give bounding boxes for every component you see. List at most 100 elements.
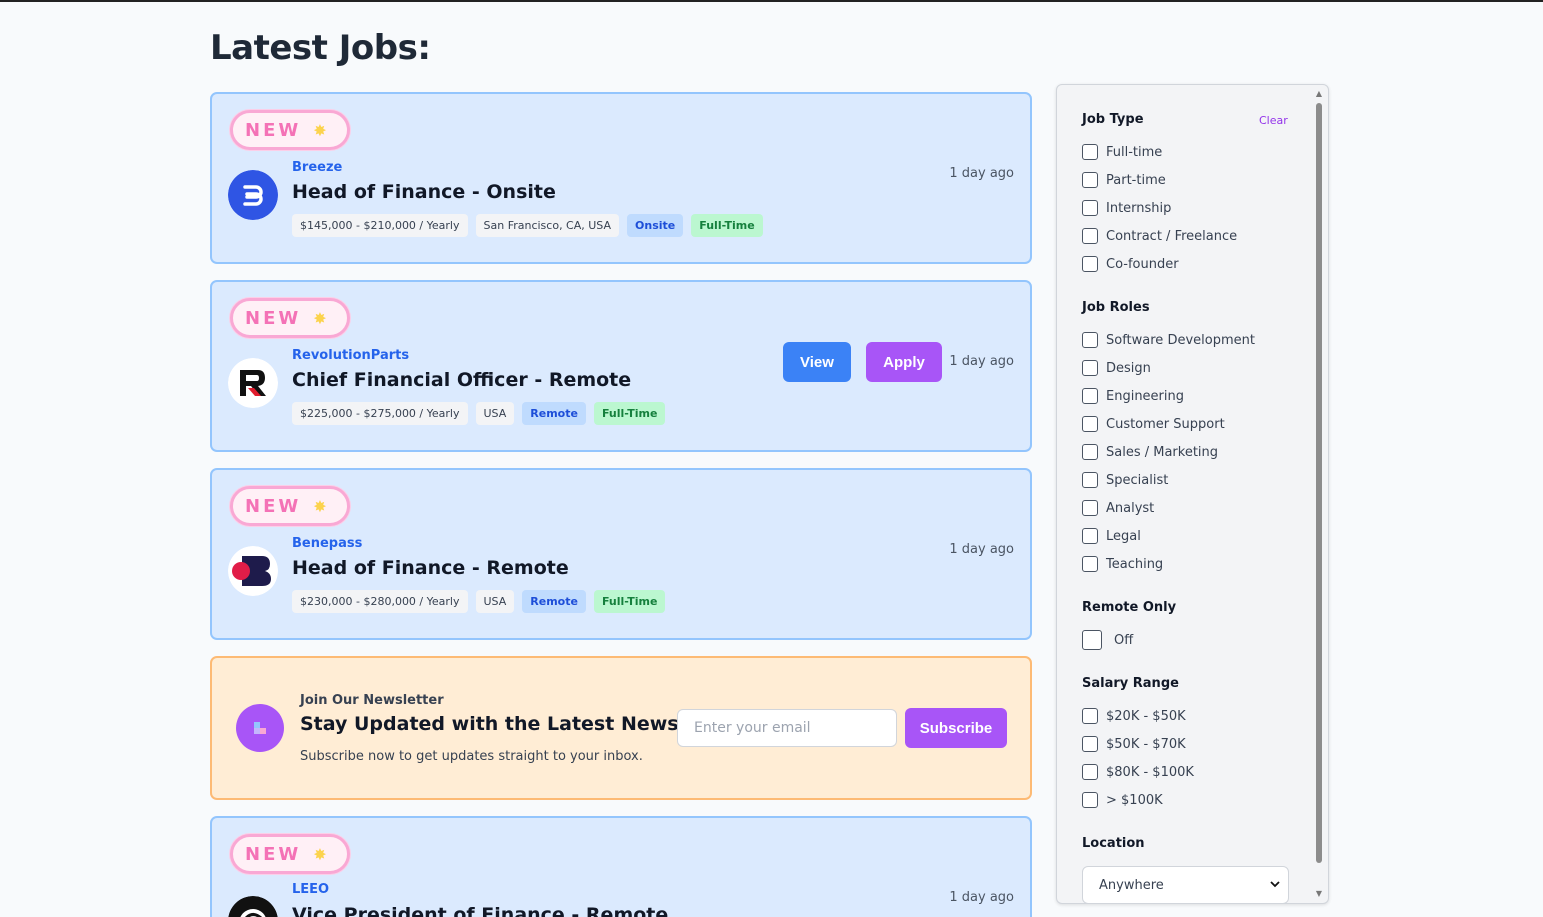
new-badge-label: NEW: [245, 307, 302, 329]
company-name[interactable]: Benepass: [292, 536, 363, 551]
newsletter-card: Join Our Newsletter Stay Updated with th…: [210, 656, 1032, 800]
new-badge-label: NEW: [245, 495, 302, 517]
apply-button[interactable]: Apply: [866, 342, 942, 382]
remote-only-toggle[interactable]: Off: [1082, 630, 1133, 650]
breeze-logo-icon: [228, 170, 278, 220]
job-title[interactable]: Head of Finance - Onsite: [292, 181, 556, 203]
new-badge: NEW ✸: [230, 486, 350, 526]
work-mode-tag: Remote: [522, 590, 586, 613]
scroll-up-icon[interactable]: ▲: [1315, 89, 1323, 98]
checkbox[interactable]: [1082, 144, 1098, 160]
filter-option[interactable]: Part-time: [1082, 172, 1166, 188]
job-type-title: Job Type: [1082, 112, 1144, 127]
checkbox[interactable]: [1082, 500, 1098, 516]
scrollbar[interactable]: ▲ ▼: [1314, 89, 1324, 899]
posted-time: 1 day ago: [949, 166, 1014, 181]
filter-option[interactable]: $80K - $100K: [1082, 764, 1194, 780]
checkbox[interactable]: [1082, 172, 1098, 188]
filter-option[interactable]: $50K - $70K: [1082, 736, 1186, 752]
company-name[interactable]: Breeze: [292, 160, 343, 175]
filter-option[interactable]: > $100K: [1082, 792, 1163, 808]
company-name[interactable]: RevolutionParts: [292, 348, 410, 363]
chevron-down-icon: [1270, 878, 1280, 893]
filter-option[interactable]: Co-founder: [1082, 256, 1179, 272]
salary-tag: $225,000 - $275,000 / Yearly: [292, 402, 468, 425]
location-title: Location: [1082, 836, 1145, 851]
revolutionparts-logo-icon: [228, 358, 278, 408]
job-type-tag: Full-Time: [593, 402, 666, 425]
filter-option[interactable]: Analyst: [1082, 500, 1154, 516]
salary-range-title: Salary Range: [1082, 676, 1179, 691]
newsletter-title: Stay Updated with the Latest News: [300, 713, 679, 735]
filter-option[interactable]: Contract / Freelance: [1082, 228, 1237, 244]
checkbox[interactable]: [1082, 416, 1098, 432]
location-tag: San Francisco, CA, USA: [475, 214, 620, 237]
sparkle-icon: ✸: [313, 844, 327, 864]
filter-option[interactable]: Internship: [1082, 200, 1171, 216]
checkbox[interactable]: [1082, 556, 1098, 572]
subscribe-button[interactable]: Subscribe: [905, 708, 1007, 748]
filter-option[interactable]: Engineering: [1082, 388, 1184, 404]
checkbox[interactable]: [1082, 472, 1098, 488]
checkbox[interactable]: [1082, 388, 1098, 404]
clear-filters-link[interactable]: Clear: [1259, 114, 1288, 127]
job-tags: $230,000 - $280,000 / Yearly USA Remote …: [292, 590, 666, 613]
email-input[interactable]: [677, 709, 897, 747]
checkbox[interactable]: [1082, 764, 1098, 780]
filter-option[interactable]: Software Development: [1082, 332, 1255, 348]
location-tag: USA: [475, 402, 515, 425]
newsletter-icon: [236, 704, 284, 752]
checkbox[interactable]: [1082, 736, 1098, 752]
remote-only-title: Remote Only: [1082, 600, 1177, 615]
view-button[interactable]: View: [783, 342, 851, 382]
work-mode-tag: Remote: [522, 402, 586, 425]
scrollbar-thumb[interactable]: [1316, 103, 1322, 863]
job-card[interactable]: NEW ✸ Benepass Head of Finance - Remote …: [210, 468, 1032, 640]
sparkle-icon: ✸: [313, 308, 327, 328]
salary-tag: $230,000 - $280,000 / Yearly: [292, 590, 468, 613]
checkbox[interactable]: [1082, 444, 1098, 460]
job-tags: $225,000 - $275,000 / Yearly USA Remote …: [292, 402, 666, 425]
posted-time: 1 day ago: [949, 890, 1014, 905]
filter-option[interactable]: $20K - $50K: [1082, 708, 1186, 724]
filter-option[interactable]: Sales / Marketing: [1082, 444, 1218, 460]
company-name[interactable]: LEEO: [292, 882, 330, 897]
job-type-tag: Full-Time: [691, 214, 763, 237]
new-badge-label: NEW: [245, 843, 302, 865]
salary-tag: $145,000 - $210,000 / Yearly: [292, 214, 468, 237]
newsletter-eyebrow: Join Our Newsletter: [300, 693, 444, 708]
job-roles-title: Job Roles: [1082, 300, 1150, 315]
job-title[interactable]: Head of Finance - Remote: [292, 557, 569, 579]
checkbox[interactable]: [1082, 630, 1102, 650]
job-type-tag: Full-Time: [593, 590, 666, 613]
sparkle-icon: ✸: [313, 496, 327, 516]
checkbox[interactable]: [1082, 708, 1098, 724]
checkbox[interactable]: [1082, 200, 1098, 216]
filter-option[interactable]: Design: [1082, 360, 1151, 376]
job-card[interactable]: NEW ✸ RevolutionParts Chief Financial Of…: [210, 280, 1032, 452]
job-card[interactable]: NEW ✸ Breeze Head of Finance - Onsite $1…: [210, 92, 1032, 264]
checkbox[interactable]: [1082, 228, 1098, 244]
checkbox[interactable]: [1082, 332, 1098, 348]
filter-option[interactable]: Customer Support: [1082, 416, 1225, 432]
filter-option[interactable]: Legal: [1082, 528, 1141, 544]
benepass-logo-icon: [228, 546, 278, 596]
new-badge: NEW ✸: [230, 298, 350, 338]
checkbox[interactable]: [1082, 792, 1098, 808]
job-title[interactable]: Vice President of Finance - Remote: [292, 904, 669, 917]
location-select[interactable]: Anywhere: [1082, 866, 1289, 903]
new-badge: NEW ✸: [230, 110, 350, 150]
job-title[interactable]: Chief Financial Officer - Remote: [292, 369, 632, 391]
location-tag: USA: [475, 590, 515, 613]
filter-option[interactable]: Teaching: [1082, 556, 1163, 572]
checkbox[interactable]: [1082, 360, 1098, 376]
checkbox[interactable]: [1082, 528, 1098, 544]
scroll-down-icon[interactable]: ▼: [1315, 889, 1323, 898]
filter-option[interactable]: Full-time: [1082, 144, 1162, 160]
job-card[interactable]: NEW ✸ LEEO Vice President of Finance - R…: [210, 816, 1032, 917]
posted-time: 1 day ago: [949, 542, 1014, 557]
page-title: Latest Jobs:: [210, 28, 431, 68]
checkbox[interactable]: [1082, 256, 1098, 272]
leeo-logo-icon: [228, 896, 278, 917]
filter-option[interactable]: Specialist: [1082, 472, 1168, 488]
